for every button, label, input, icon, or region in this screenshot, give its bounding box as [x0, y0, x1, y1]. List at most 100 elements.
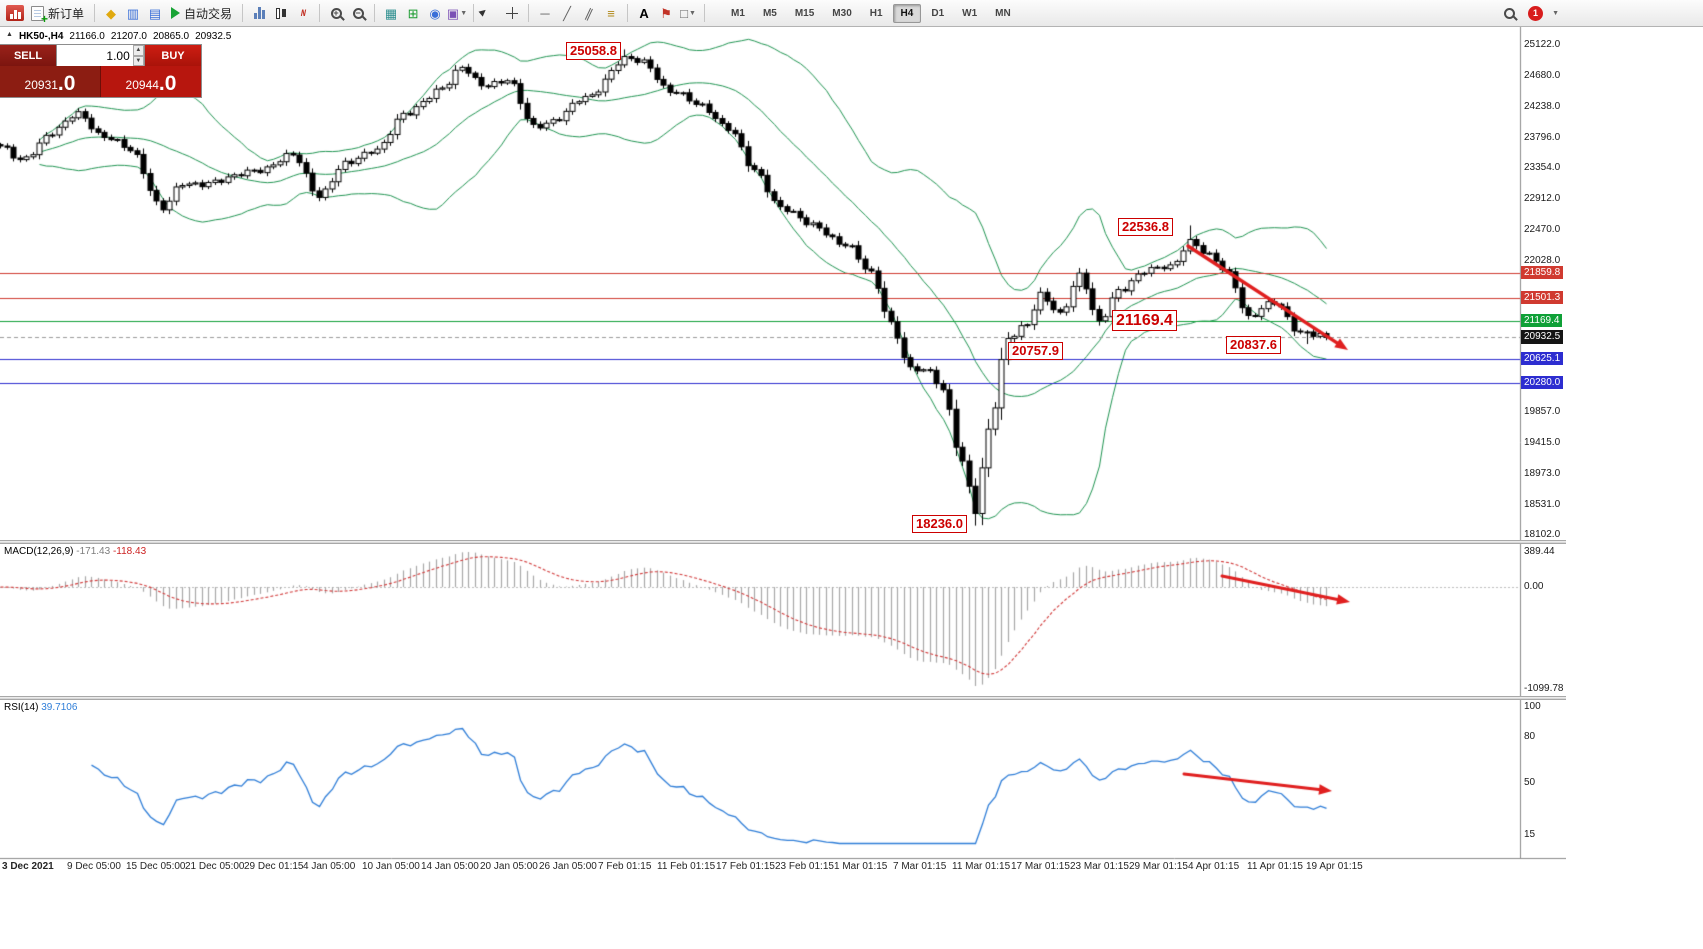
- time-axis-label: 26 Jan 05:00: [539, 861, 597, 872]
- toolbar-separator: [473, 4, 475, 22]
- collapse-arrow-icon[interactable]: ▲: [6, 31, 13, 38]
- sell-price[interactable]: 20931 .0: [0, 66, 100, 97]
- buy-price-main: 20944: [125, 78, 159, 92]
- timeframe-m5[interactable]: M5: [762, 7, 777, 19]
- buy-price[interactable]: 20944 .0: [100, 66, 201, 97]
- data-window-icon[interactable]: ▤: [148, 5, 162, 21]
- new-chart-icon[interactable]: ⊞: [407, 5, 419, 21]
- timeframe-w1[interactable]: W1: [962, 7, 978, 19]
- toolbar-separator: [94, 4, 96, 22]
- auto-trading-button[interactable]: 自动交易: [166, 3, 237, 24]
- timeframe-toolbar: M1 M5 M15 M30 H1 H4 D1 W1 MN: [722, 3, 1020, 23]
- text-tool-icon[interactable]: A: [639, 5, 649, 21]
- crosshair-glyph: [505, 6, 519, 20]
- channel-icon[interactable]: ∥: [579, 3, 599, 23]
- price-line-value-box: 21859.8: [1521, 265, 1564, 280]
- time-axis-label: 4 Apr 01:15: [1188, 861, 1240, 872]
- candles-glyph: [276, 7, 287, 19]
- zoom-out-icon[interactable]: −: [348, 3, 368, 23]
- price-line-value-box: 20280.0: [1521, 375, 1564, 390]
- timeframe-h1[interactable]: H1: [869, 7, 883, 19]
- price-axis-label: 18102.0: [1524, 528, 1561, 540]
- new-order-icon: [31, 5, 48, 26]
- time-axis-label: 7 Mar 01:15: [893, 861, 947, 872]
- trendline-icon[interactable]: ╱: [563, 5, 571, 21]
- time-axis-label: 20 Jan 05:00: [480, 861, 538, 872]
- toolbar-right-group: 1 ▼: [1498, 3, 1559, 23]
- buy-button[interactable]: BUY: [145, 45, 201, 66]
- price-axis-label: 23796.0: [1524, 131, 1561, 143]
- volume-input[interactable]: [57, 45, 133, 66]
- price-annotation[interactable]: 22536.8: [1118, 218, 1173, 236]
- chevron-down-icon: ▼: [688, 9, 696, 17]
- camera-icon[interactable]: ▣ ▼: [447, 3, 467, 23]
- price-axis-label: 19415.0: [1524, 437, 1561, 449]
- macd-panel-splitter[interactable]: [0, 540, 1566, 544]
- time-axis-label: 17 Mar 01:15: [1011, 861, 1070, 872]
- bar-high: 21207.0: [110, 31, 147, 42]
- time-axis-label: 11 Apr 01:15: [1247, 861, 1303, 872]
- sell-price-frac: .0: [57, 72, 76, 95]
- play-icon: [171, 7, 181, 19]
- time-axis-label: 1 Mar 01:15: [834, 861, 888, 872]
- one-click-trading-panel: SELL ▲ ▼ BUY 20931 .0 20944 .0: [0, 45, 201, 97]
- channel-glyph: ∥: [582, 4, 596, 22]
- bar-open: 21166.0: [69, 31, 105, 42]
- rsi-panel-splitter[interactable]: [0, 696, 1566, 700]
- bar-chart-icon[interactable]: [249, 3, 269, 23]
- bar-close: 20932.5: [195, 31, 232, 42]
- label-tool-icon[interactable]: ⚑: [660, 5, 672, 21]
- time-axis-label: 11 Mar 01:15: [952, 861, 1011, 872]
- horizontal-line-icon[interactable]: ─: [540, 5, 550, 21]
- price-line-value-box: 21169.4: [1521, 313, 1563, 328]
- cursor-icon[interactable]: ►: [475, 4, 492, 21]
- price-chart-canvas[interactable]: [0, 27, 1566, 876]
- price-annotation[interactable]: 20757.9: [1008, 342, 1063, 360]
- candlestick-chart-icon[interactable]: [271, 3, 291, 23]
- volume-decrease-button[interactable]: ▼: [132, 55, 144, 66]
- toolbar-separator: [528, 4, 530, 22]
- time-axis-label: 10 Jan 05:00: [362, 861, 420, 872]
- market-watch-icon[interactable]: ▥: [126, 5, 140, 21]
- timeframe-h4[interactable]: H4: [892, 3, 922, 23]
- timeframe-m1[interactable]: M1: [731, 7, 745, 19]
- timeframe-m30[interactable]: M30: [832, 7, 852, 19]
- time-axis-label: 19 Apr 01:15: [1306, 861, 1363, 872]
- chevron-down-icon[interactable]: ▼: [1552, 9, 1559, 17]
- timeframe-d1[interactable]: D1: [931, 7, 945, 19]
- sell-button[interactable]: SELL: [0, 45, 56, 66]
- toolbar-separator: [374, 4, 376, 22]
- profiles-icon[interactable]: ◉: [429, 5, 441, 21]
- crosshair-icon[interactable]: [502, 3, 522, 23]
- sell-price-main: 20931: [24, 78, 58, 92]
- bar-low: 20865.0: [152, 31, 190, 42]
- time-axis-label: 4 Jan 05:00: [303, 861, 356, 872]
- new-order-button[interactable]: 新订单: [26, 3, 89, 26]
- price-annotation[interactable]: 20837.6: [1226, 336, 1281, 354]
- shapes-icon[interactable]: □ ▼: [678, 3, 698, 23]
- fibonacci-icon[interactable]: ≡: [607, 5, 615, 21]
- rsi-title: RSI(14): [4, 702, 39, 713]
- symbol-info: ▲ HK50-,H4 21166.0 21207.0 20865.0 20932…: [6, 31, 231, 42]
- alert-icon[interactable]: ◆: [106, 5, 117, 21]
- volume-increase-button[interactable]: ▲: [132, 45, 144, 56]
- time-axis-label: 21 Dec 05:00: [185, 861, 245, 872]
- zoom-in-icon[interactable]: +: [326, 3, 346, 23]
- price-annotation[interactable]: 21169.4: [1112, 310, 1177, 332]
- timeframe-m15[interactable]: M15: [794, 7, 815, 19]
- price-line-value-box: 20625.1: [1521, 351, 1564, 366]
- tile-windows-icon[interactable]: ▦: [384, 5, 398, 21]
- price-annotation[interactable]: 25058.8: [566, 42, 621, 60]
- line-chart-icon[interactable]: /\/: [300, 7, 307, 18]
- app-icon[interactable]: [5, 3, 25, 23]
- price-annotation[interactable]: 18236.0: [912, 515, 967, 533]
- notification-badge[interactable]: 1: [1528, 5, 1544, 21]
- magnifier-glyph: [1503, 7, 1515, 19]
- time-axis-label: 7 Feb 01:15: [598, 861, 652, 872]
- chevron-down-icon: ▼: [460, 9, 468, 17]
- price-axis-label: 25122.0: [1524, 39, 1561, 50]
- timeframe-mn[interactable]: MN: [995, 7, 1011, 19]
- search-icon[interactable]: [1499, 3, 1519, 23]
- price-axis-label: 24680.0: [1524, 69, 1561, 81]
